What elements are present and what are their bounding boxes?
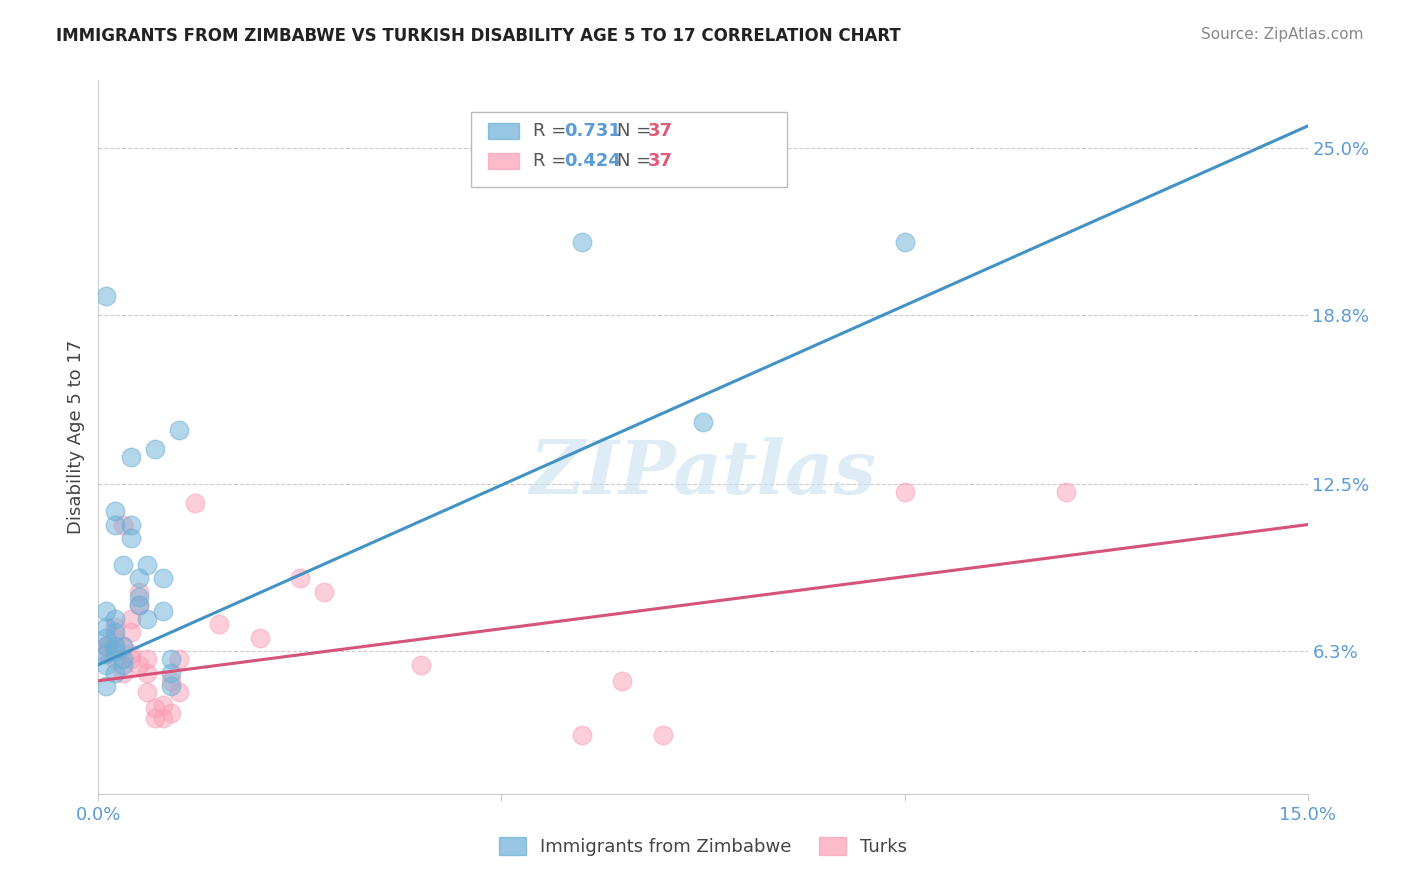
Point: [96, 679, 118, 693]
Y-axis label: Disability Age 5 to 17: Disability Age 5 to 17: [66, 340, 84, 534]
Point: [128, 585, 150, 599]
Point: [692, 415, 714, 429]
Text: R =: R =: [533, 152, 572, 169]
Point: [96, 644, 118, 658]
Point: [120, 652, 142, 666]
Point: [152, 711, 174, 725]
Point: [893, 485, 915, 500]
Point: [128, 571, 150, 585]
Text: 37: 37: [648, 122, 673, 140]
Point: [314, 585, 336, 599]
Point: [103, 620, 125, 634]
Point: [143, 442, 166, 457]
Text: 0.731: 0.731: [564, 122, 620, 140]
Point: [571, 235, 593, 249]
Point: [152, 698, 174, 712]
Point: [167, 652, 190, 666]
Point: [571, 728, 593, 742]
Text: 0.424: 0.424: [564, 152, 620, 169]
Legend: Immigrants from Zimbabwe, Turks: Immigrants from Zimbabwe, Turks: [492, 830, 914, 863]
Point: [249, 631, 271, 645]
Point: [120, 450, 142, 465]
Point: [103, 665, 125, 680]
Point: [128, 599, 150, 613]
Point: [96, 289, 118, 303]
Text: IMMIGRANTS FROM ZIMBABWE VS TURKISH DISABILITY AGE 5 TO 17 CORRELATION CHART: IMMIGRANTS FROM ZIMBABWE VS TURKISH DISA…: [56, 27, 901, 45]
Point: [167, 423, 190, 437]
Point: [143, 711, 166, 725]
Point: [160, 706, 183, 720]
Point: [120, 517, 142, 532]
Point: [103, 631, 125, 645]
Point: [160, 652, 183, 666]
Point: [135, 558, 157, 572]
Point: [96, 647, 118, 661]
Point: [135, 665, 157, 680]
Point: [120, 531, 142, 545]
Point: [160, 665, 183, 680]
Point: [96, 639, 118, 653]
Point: [111, 558, 134, 572]
Point: [103, 612, 125, 626]
Point: [152, 604, 174, 618]
Point: [103, 504, 125, 518]
Point: [103, 652, 125, 666]
Point: [167, 684, 190, 698]
Point: [120, 612, 142, 626]
Point: [208, 617, 231, 632]
Point: [409, 657, 432, 672]
Text: N =: N =: [617, 122, 657, 140]
Text: R =: R =: [533, 122, 572, 140]
Point: [103, 639, 125, 653]
Point: [111, 517, 134, 532]
Point: [612, 673, 634, 688]
Point: [111, 665, 134, 680]
Point: [135, 612, 157, 626]
Text: ZIPatlas: ZIPatlas: [530, 436, 876, 509]
Point: [128, 591, 150, 605]
Point: [120, 647, 142, 661]
Text: Source: ZipAtlas.com: Source: ZipAtlas.com: [1201, 27, 1364, 42]
Point: [96, 639, 118, 653]
Point: [152, 571, 174, 585]
Point: [128, 657, 150, 672]
Point: [184, 496, 207, 510]
Point: [103, 644, 125, 658]
Point: [160, 679, 183, 693]
Point: [893, 235, 915, 249]
Point: [111, 639, 134, 653]
Point: [96, 657, 118, 672]
Point: [135, 652, 157, 666]
Point: [96, 604, 118, 618]
Text: 37: 37: [648, 152, 673, 169]
Point: [120, 625, 142, 640]
Point: [111, 639, 134, 653]
Point: [135, 684, 157, 698]
Point: [143, 700, 166, 714]
Point: [103, 625, 125, 640]
Point: [651, 728, 673, 742]
Point: [1054, 485, 1077, 500]
Point: [96, 631, 118, 645]
Point: [288, 571, 311, 585]
Text: N =: N =: [617, 152, 657, 169]
Point: [128, 599, 150, 613]
Point: [96, 620, 118, 634]
Point: [111, 652, 134, 666]
Point: [160, 673, 183, 688]
Point: [111, 657, 134, 672]
Point: [103, 517, 125, 532]
